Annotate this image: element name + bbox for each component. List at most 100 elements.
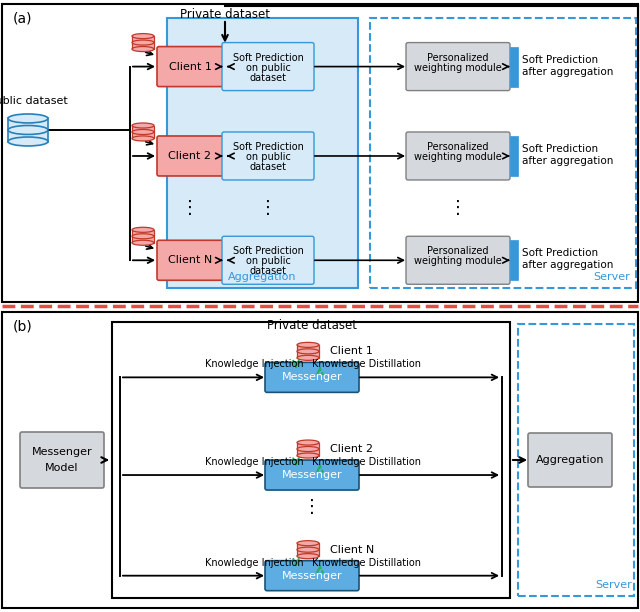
Text: Server: Server — [593, 272, 630, 282]
Text: Knowledge Distillation: Knowledge Distillation — [312, 558, 421, 568]
Text: Soft Prediction: Soft Prediction — [522, 54, 598, 65]
Text: Soft Prediction: Soft Prediction — [232, 53, 303, 62]
Bar — [510, 136, 518, 176]
Ellipse shape — [132, 130, 154, 135]
Bar — [223, 241, 231, 280]
Ellipse shape — [132, 241, 154, 245]
FancyBboxPatch shape — [222, 132, 314, 180]
Text: Messenger: Messenger — [32, 447, 92, 457]
Bar — [223, 136, 231, 176]
Bar — [8, 119, 48, 141]
FancyBboxPatch shape — [157, 47, 223, 86]
Ellipse shape — [297, 447, 319, 452]
Text: on public: on public — [246, 256, 291, 266]
Text: dataset: dataset — [250, 162, 287, 172]
Bar — [132, 230, 154, 243]
Ellipse shape — [297, 440, 319, 445]
Text: (a): (a) — [13, 12, 33, 26]
Bar — [297, 345, 319, 358]
Bar — [510, 241, 518, 280]
Text: on public: on public — [246, 152, 291, 162]
Text: Personalized: Personalized — [428, 246, 489, 256]
Text: Server: Server — [595, 580, 632, 590]
Text: Soft Prediction: Soft Prediction — [522, 144, 598, 154]
Bar — [223, 47, 231, 86]
Text: Client 1: Client 1 — [168, 62, 211, 72]
Text: Private dataset: Private dataset — [267, 319, 357, 332]
Ellipse shape — [8, 114, 48, 123]
Text: Knowledge Injection: Knowledge Injection — [205, 558, 304, 568]
Ellipse shape — [297, 554, 319, 559]
Bar — [2, 312, 638, 608]
Ellipse shape — [297, 547, 319, 552]
Text: Private dataset: Private dataset — [180, 8, 270, 21]
Bar — [167, 18, 358, 288]
Text: weighting module: weighting module — [414, 62, 502, 73]
Bar — [297, 543, 319, 556]
Ellipse shape — [297, 356, 319, 360]
Ellipse shape — [132, 40, 154, 45]
Bar — [2, 4, 638, 302]
Text: Public dataset: Public dataset — [0, 96, 67, 106]
Ellipse shape — [132, 136, 154, 141]
Bar — [510, 47, 518, 86]
FancyBboxPatch shape — [406, 236, 510, 285]
Text: Aggregation: Aggregation — [228, 272, 297, 282]
Text: Client N: Client N — [330, 545, 374, 554]
Text: ⋮: ⋮ — [181, 199, 199, 217]
Bar — [297, 442, 319, 455]
FancyBboxPatch shape — [406, 132, 510, 180]
Bar — [132, 125, 154, 138]
Text: after aggregation: after aggregation — [522, 156, 613, 166]
Ellipse shape — [132, 123, 154, 128]
FancyBboxPatch shape — [157, 241, 223, 280]
Text: Client N: Client N — [168, 255, 212, 265]
Ellipse shape — [297, 453, 319, 458]
Text: weighting module: weighting module — [414, 256, 502, 266]
Text: Knowledge Distillation: Knowledge Distillation — [312, 359, 421, 370]
Text: ⋮: ⋮ — [303, 498, 321, 517]
Ellipse shape — [132, 34, 154, 39]
Text: dataset: dataset — [250, 73, 287, 83]
FancyBboxPatch shape — [265, 362, 359, 392]
FancyBboxPatch shape — [528, 433, 612, 487]
FancyBboxPatch shape — [265, 460, 359, 490]
Text: Model: Model — [45, 463, 79, 473]
Text: after aggregation: after aggregation — [522, 260, 613, 271]
Bar — [112, 322, 510, 598]
Text: ⋮: ⋮ — [259, 199, 277, 217]
Bar — [518, 324, 634, 596]
Text: Knowledge Distillation: Knowledge Distillation — [312, 457, 421, 467]
Text: Client 2: Client 2 — [168, 151, 211, 161]
Text: Soft Prediction: Soft Prediction — [522, 248, 598, 258]
Ellipse shape — [297, 540, 319, 546]
Ellipse shape — [8, 125, 48, 135]
Text: Messenger: Messenger — [282, 470, 342, 480]
Ellipse shape — [297, 342, 319, 348]
Text: Client 2: Client 2 — [330, 444, 373, 454]
Text: Personalized: Personalized — [428, 142, 489, 152]
Text: Aggregation: Aggregation — [536, 455, 604, 465]
Ellipse shape — [297, 349, 319, 354]
Text: Personalized: Personalized — [428, 53, 489, 62]
FancyBboxPatch shape — [222, 236, 314, 285]
Ellipse shape — [132, 227, 154, 233]
Bar — [370, 18, 636, 288]
Text: dataset: dataset — [250, 266, 287, 276]
Text: Messenger: Messenger — [282, 372, 342, 382]
Text: Messenger: Messenger — [282, 570, 342, 581]
Text: on public: on public — [246, 62, 291, 73]
FancyBboxPatch shape — [265, 561, 359, 591]
Bar — [132, 36, 154, 49]
Text: Knowledge Injection: Knowledge Injection — [205, 457, 304, 467]
Text: ⋮: ⋮ — [449, 199, 467, 217]
Text: weighting module: weighting module — [414, 152, 502, 162]
Text: Knowledge Injection: Knowledge Injection — [205, 359, 304, 370]
Ellipse shape — [8, 137, 48, 146]
Text: after aggregation: after aggregation — [522, 67, 613, 76]
FancyBboxPatch shape — [20, 432, 104, 488]
Text: Soft Prediction: Soft Prediction — [232, 142, 303, 152]
FancyBboxPatch shape — [406, 43, 510, 91]
FancyBboxPatch shape — [157, 136, 223, 176]
Ellipse shape — [132, 47, 154, 51]
